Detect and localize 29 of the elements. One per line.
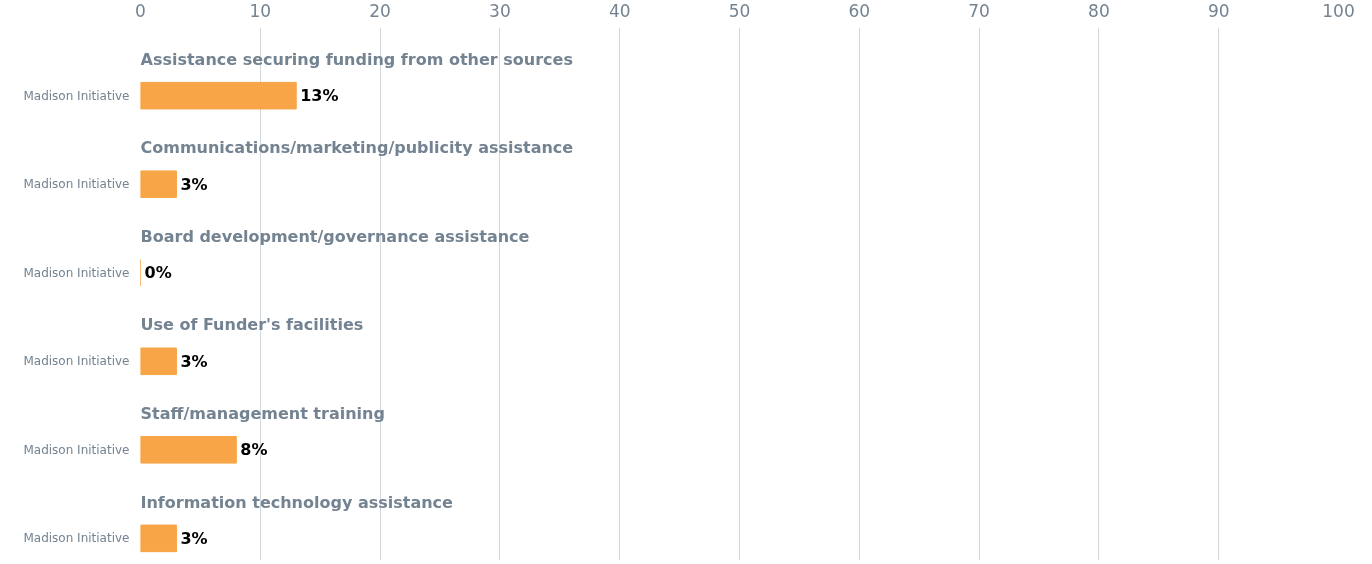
y-tick-label: Information technology assistance xyxy=(140,492,454,512)
x-tick-label: 80 xyxy=(1088,0,1110,21)
text: Madison Initiative xyxy=(23,354,130,369)
x-tick-label: 40 xyxy=(608,0,631,21)
text: Madison Initiative xyxy=(23,88,130,103)
y-tick-label: Assistance securing funding from other sources xyxy=(140,49,573,69)
x-tick-label: 70 xyxy=(968,0,990,21)
y-tick-label: Staff/management training xyxy=(140,404,385,424)
x-tick-label: 60 xyxy=(848,0,871,21)
data-label: 8% xyxy=(240,440,268,460)
text: Madison Initiative xyxy=(23,177,130,192)
data-label: 3% xyxy=(180,351,208,371)
x-tick-label: 90 xyxy=(1207,0,1230,21)
data-label: 13% xyxy=(300,86,339,106)
data-label: 0% xyxy=(144,263,172,283)
series-label: Madison Initiative xyxy=(23,531,130,546)
data-label: 3% xyxy=(180,174,208,194)
x-tick-label: 30 xyxy=(489,0,511,21)
text: Madison Initiative xyxy=(23,265,130,280)
x-tick-label: 50 xyxy=(728,0,751,21)
y-tick-label: Use of Funder's facilities xyxy=(140,315,364,335)
data-label: 3% xyxy=(180,528,208,548)
x-tick-label: 100 xyxy=(1322,0,1355,21)
x-tick-label: 20 xyxy=(369,0,391,21)
x-tick-label: 0 xyxy=(135,0,146,21)
y-tick-label: Board development/governance assistance xyxy=(140,226,530,246)
x-tick-label: 10 xyxy=(249,0,272,21)
y-tick-label: Communications/marketing/publicity assistance xyxy=(140,138,574,158)
text: Madison Initiative xyxy=(23,442,130,457)
